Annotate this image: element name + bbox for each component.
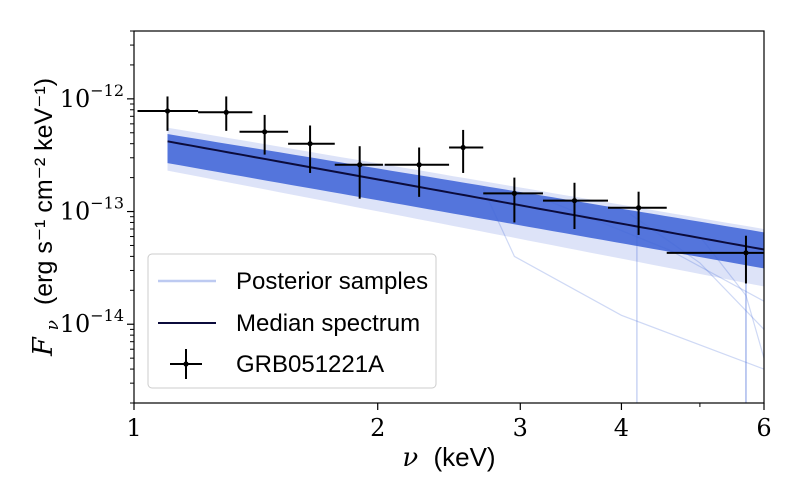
grb-point: [239, 114, 289, 155]
grb-point-marker: [571, 198, 578, 204]
grb-point-marker: [743, 250, 749, 256]
legend-box: [147, 253, 437, 389]
x-axis-unit: (keV): [433, 442, 495, 472]
x-tick-label: 4: [614, 414, 629, 442]
y-tick-exponent: −14: [90, 306, 124, 325]
x-axis-label: ν (keV): [402, 442, 495, 473]
grb-point: [542, 182, 608, 229]
y-tick-label: 10−14: [60, 306, 124, 338]
grb-point: [607, 191, 667, 235]
y-tick-exponent: −12: [90, 81, 124, 100]
legend-median-label: Median spectrum: [236, 310, 420, 337]
grb-point-marker: [416, 162, 422, 168]
y-tick-label: 10−12: [60, 81, 124, 113]
posterior-stray-curve: [482, 188, 764, 370]
x-tick-label: 2: [370, 414, 385, 442]
y-tick-base: 10: [60, 310, 91, 338]
legend-grb-symbol: [170, 349, 202, 379]
legend-posterior-label: Posterior samples: [236, 268, 428, 295]
median-spectrum-line: [167, 140, 764, 251]
grb-point: [288, 125, 335, 173]
grb-point-marker: [262, 129, 268, 135]
grb-point-marker: [223, 109, 229, 115]
grb-point: [137, 96, 199, 131]
y-tick-base: 10: [60, 85, 91, 113]
legend-grb-marker: [183, 361, 189, 367]
y-tick-label: 10−13: [60, 194, 124, 226]
grb-point: [384, 147, 450, 197]
y-axis-subscript: ν: [43, 320, 63, 330]
posterior-stray-curve: [699, 236, 764, 359]
grb-point-marker: [164, 108, 171, 114]
grb-point: [483, 177, 543, 223]
y-tick-exponent: −13: [90, 194, 124, 213]
grb-point-marker: [511, 190, 517, 196]
grb-point-marker: [460, 144, 466, 151]
y-tick-base: 10: [60, 198, 91, 226]
grb-point-marker: [307, 141, 313, 147]
legend-grb-label: GRB051221A: [236, 351, 384, 378]
x-tick-label: 1: [126, 414, 141, 442]
x-axis-symbol: ν: [402, 443, 418, 473]
y-axis-unit: (erg s⁻¹ cm⁻² keV⁻¹): [30, 78, 58, 305]
posterior-stray-curve: [542, 198, 764, 302]
grb-point-marker: [635, 205, 642, 211]
grb-point: [666, 235, 764, 284]
legend: Posterior samples Median spectrum GRB051…: [147, 253, 437, 389]
grb-point-marker: [357, 162, 363, 168]
x-tick-label: 3: [513, 414, 528, 442]
x-tick-label: 6: [756, 414, 771, 442]
grb-point: [198, 96, 253, 131]
grb-data-points: [137, 96, 764, 284]
y-axis-label: F ν (erg s⁻¹ cm⁻² keV⁻¹): [28, 78, 64, 357]
y-axis-symbol: F: [28, 336, 59, 357]
grb-point: [449, 129, 484, 173]
grb-point: [334, 146, 383, 199]
